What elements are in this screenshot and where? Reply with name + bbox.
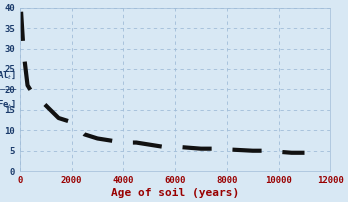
X-axis label: Age of soil (years): Age of soil (years): [111, 188, 239, 198]
Text: [Fe$_d$ Al$_t$]: [Fe$_d$ Al$_t$]: [0, 69, 16, 81]
Text: ––––––: ––––––: [0, 85, 16, 94]
Text: [Al$_d$ Fe$_t$]: [Al$_d$ Fe$_t$]: [0, 98, 16, 109]
